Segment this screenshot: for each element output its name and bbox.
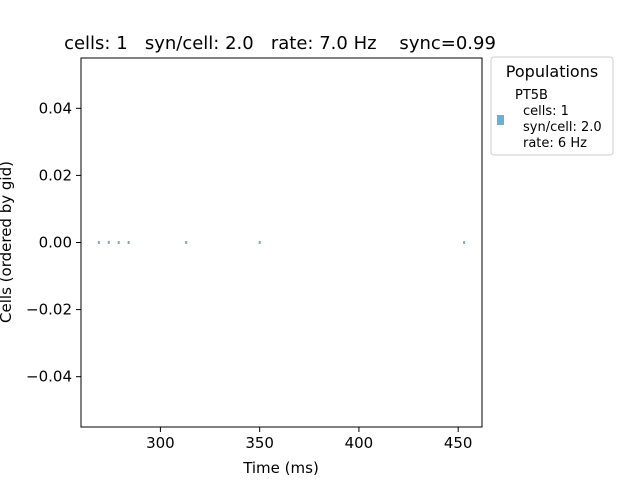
spike-point [127,241,130,244]
y-tick-label: 0.02 [39,166,72,184]
y-tick-label: 0.00 [39,234,72,252]
spike-point [258,241,261,244]
x-tick-label: 300 [146,434,175,452]
legend-swatch-pt5b [497,115,504,125]
y-tick-label: −0.02 [26,301,72,319]
spike-point [463,241,466,244]
legend-entry-label: PT5B [515,88,548,103]
y-tick-label: −0.04 [26,368,72,386]
x-axis: 300 350 400 450 [146,427,472,452]
legend-entry-cells: cells: 1 [523,104,569,119]
spike-point [97,241,100,244]
legend-entry-syn: syn/cell: 2.0 [523,120,602,135]
spike-point [117,241,120,244]
x-axis-label: Time (ms) [242,459,319,477]
legend-entry-rate: rate: 6 Hz [523,136,587,151]
y-axis: 0.04 0.02 0.00 −0.02 −0.04 [26,99,81,386]
y-axis-label: Cells (ordered by gid) [0,161,15,323]
spike-point [185,241,188,244]
legend-box [490,56,614,156]
legend: Populations PT5B cells: 1 syn/cell: 2.0 … [490,56,614,156]
chart-title: cells: 1 syn/cell: 2.0 rate: 7.0 Hz sync… [64,33,496,54]
y-tick-label: 0.04 [39,99,72,117]
x-tick-label: 350 [245,434,274,452]
spike-point [107,241,110,244]
spike-series [97,241,466,244]
x-tick-label: 400 [345,434,374,452]
x-tick-label: 450 [444,434,473,452]
legend-title: Populations [506,62,598,81]
plot-area [80,57,483,428]
